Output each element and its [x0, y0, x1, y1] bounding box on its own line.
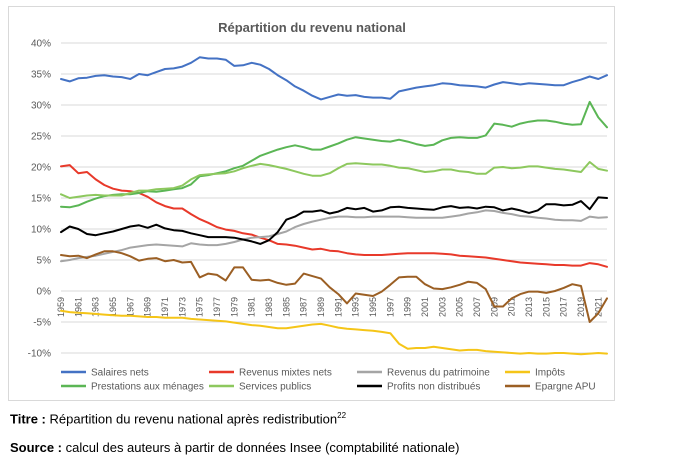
series-line-epargne-apu	[60, 250, 608, 323]
legend-item: Impôts	[505, 368, 565, 379]
legend-label: Impôts	[535, 368, 565, 379]
x-tick-label: 1963	[91, 297, 101, 317]
legend-label: Revenus du patrimoine	[387, 368, 490, 379]
x-tick-label: 1985	[281, 297, 291, 317]
x-tick-label: 2015	[541, 297, 551, 317]
x-tick-label: 1983	[264, 297, 274, 317]
chart-title: Répartition du revenu national	[218, 20, 406, 35]
x-tick-label: 2011	[507, 297, 517, 316]
series-line-revenus-mixtes-nets	[60, 164, 608, 268]
y-tick-label: 5%	[37, 256, 52, 267]
x-tick-label: 2013	[524, 297, 534, 317]
y-tick-label: 30%	[31, 101, 51, 112]
caption-title-text: Répartition du revenu national après red…	[49, 411, 338, 427]
series-line-revenus-du-patrimoine	[60, 209, 608, 263]
x-tick-label: 1995	[368, 297, 378, 317]
caption-footnote-ref: 22	[337, 411, 347, 420]
y-axis: -10% -5% 0% 5% 10% 15% 20% 25% 30% 35% 40%	[28, 39, 51, 360]
y-tick-label: 10%	[31, 225, 51, 236]
legend-item: Prestations aux ménages	[61, 382, 204, 393]
x-tick-label: 1961	[73, 297, 83, 317]
legend-item: Salaires nets	[61, 368, 149, 379]
y-tick-label: 35%	[31, 70, 51, 81]
y-tick-label: 0%	[37, 287, 52, 298]
caption-source-label: Source :	[10, 440, 63, 455]
x-tick-label: 1977	[212, 297, 222, 317]
series-line-imp-ts	[60, 309, 608, 356]
x-tick-label: 1969	[143, 297, 153, 317]
x-tick-label: 2001	[420, 297, 430, 317]
x-tick-label: 2005	[455, 297, 465, 317]
series-line-prestations-aux-m-nages	[60, 100, 608, 209]
x-tick-label: 1973	[177, 297, 187, 317]
y-tick-label: 15%	[31, 194, 51, 205]
x-tick-label: 1979	[229, 297, 239, 317]
legend-label: Revenus mixtes nets	[239, 368, 332, 379]
x-tick-label: 2007	[472, 297, 482, 317]
x-axis: 1959 1961 1963 1965 1967 1969 1971 1973 1975 1977…	[56, 297, 603, 317]
x-tick-label: 1981	[247, 297, 257, 317]
caption-source-text: calcul des auteurs à partir de données I…	[65, 440, 460, 455]
x-tick-label: 1959	[56, 297, 66, 317]
legend-label: Profits non distribués	[387, 382, 480, 393]
x-tick-label: 1967	[125, 297, 135, 317]
legend-label: Prestations aux ménages	[91, 382, 204, 393]
x-tick-label: 2021	[593, 297, 603, 317]
x-tick-label: 1965	[108, 297, 118, 317]
legend-item: Services publics	[209, 382, 311, 393]
x-tick-label: 2003	[437, 297, 447, 317]
y-tick-label: -10%	[28, 349, 51, 360]
legend-label: Epargne APU	[535, 382, 596, 393]
caption-source: Source : calcul des auteurs à partir de …	[10, 440, 460, 455]
series-line-services-publics	[60, 161, 608, 199]
legend-label: Services publics	[239, 382, 311, 393]
series-line-salaires-nets	[60, 56, 608, 101]
y-tick-label: 40%	[31, 39, 51, 50]
series-line-profits-non-distribu-s	[60, 196, 608, 245]
legend-item: Profits non distribués	[357, 382, 480, 393]
line-chart: -10% -5% 0% 5% 10% 15% 20% 25% 30% 35% 40% 1959 196…	[28, 20, 608, 393]
legend-item: Epargne APU	[505, 382, 596, 393]
legend-item: Revenus du patrimoine	[357, 368, 490, 379]
x-tick-label: 1971	[160, 297, 170, 317]
y-tick-label: -5%	[33, 318, 51, 329]
series-lines	[60, 56, 608, 356]
x-tick-label: 2017	[559, 297, 569, 317]
x-tick-label: 1989	[316, 297, 326, 317]
x-tick-label: 1993	[351, 297, 361, 317]
x-tick-label: 1997	[385, 297, 395, 317]
chart-frame: -10% -5% 0% 5% 10% 15% 20% 25% 30% 35% 40% 1959 196…	[8, 6, 615, 401]
legend: Salaires nets Revenus mixtes nets Revenus …	[61, 368, 596, 393]
caption-title-label: Titre :	[10, 411, 46, 427]
x-tick-label: 1987	[299, 297, 309, 317]
x-tick-label: 1975	[195, 297, 205, 317]
caption-title: Titre : Répartition du revenu national a…	[10, 411, 346, 426]
y-tick-label: 25%	[31, 132, 51, 143]
legend-label: Salaires nets	[91, 368, 149, 379]
grid	[61, 42, 607, 354]
x-tick-label: 1991	[333, 297, 343, 317]
x-tick-label: 2019	[576, 297, 586, 317]
y-tick-label: 20%	[31, 163, 51, 174]
x-tick-label: 1999	[403, 297, 413, 317]
legend-item: Revenus mixtes nets	[209, 368, 332, 379]
